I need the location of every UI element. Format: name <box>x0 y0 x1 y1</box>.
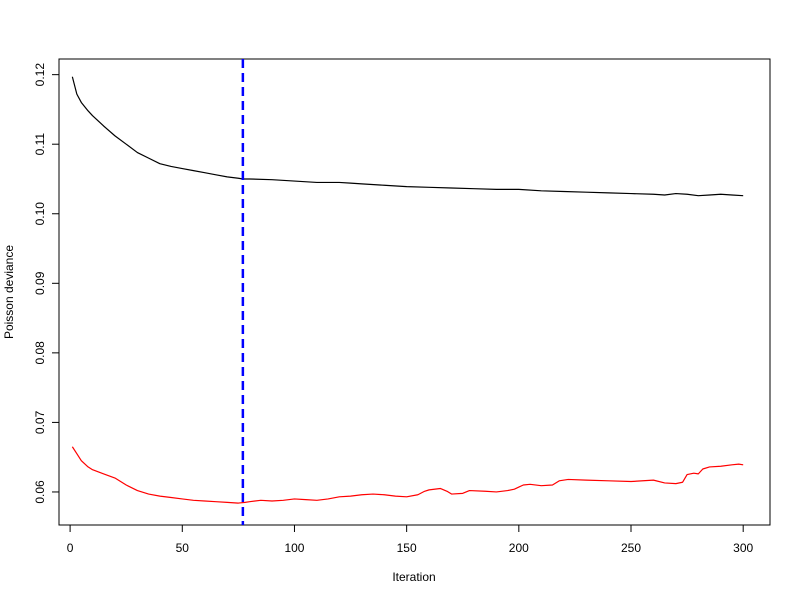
y-tick-label: 0.11 <box>33 133 47 156</box>
y-tick-label: 0.09 <box>33 271 47 295</box>
x-axis-title: Iteration <box>392 570 435 584</box>
series-layer <box>71 76 744 504</box>
series-line-1 <box>71 76 744 197</box>
y-tick-label: 0.12 <box>33 63 47 87</box>
x-axis: 0 50 100 150 200 250 300 <box>67 524 754 555</box>
plot-frame <box>58 58 771 526</box>
x-tick-label: 250 <box>621 541 641 555</box>
x-tick-label: 100 <box>284 541 304 555</box>
series-line-2 <box>71 446 744 504</box>
x-tick-label: 50 <box>176 541 190 555</box>
y-tick-label: 0.07 <box>33 410 47 434</box>
y-tick-label: 0.06 <box>33 480 47 504</box>
y-tick-label: 0.10 <box>33 202 47 226</box>
x-tick-label: 300 <box>733 541 753 555</box>
x-tick-label: 150 <box>397 541 417 555</box>
y-axis-title: Poisson deviance <box>2 245 16 339</box>
y-axis: 0.06 0.07 0.08 0.09 0.10 0.11 0.12 <box>33 63 60 504</box>
y-tick-label: 0.08 <box>33 341 47 365</box>
x-tick-label: 0 <box>67 541 74 555</box>
x-tick-label: 200 <box>509 541 529 555</box>
